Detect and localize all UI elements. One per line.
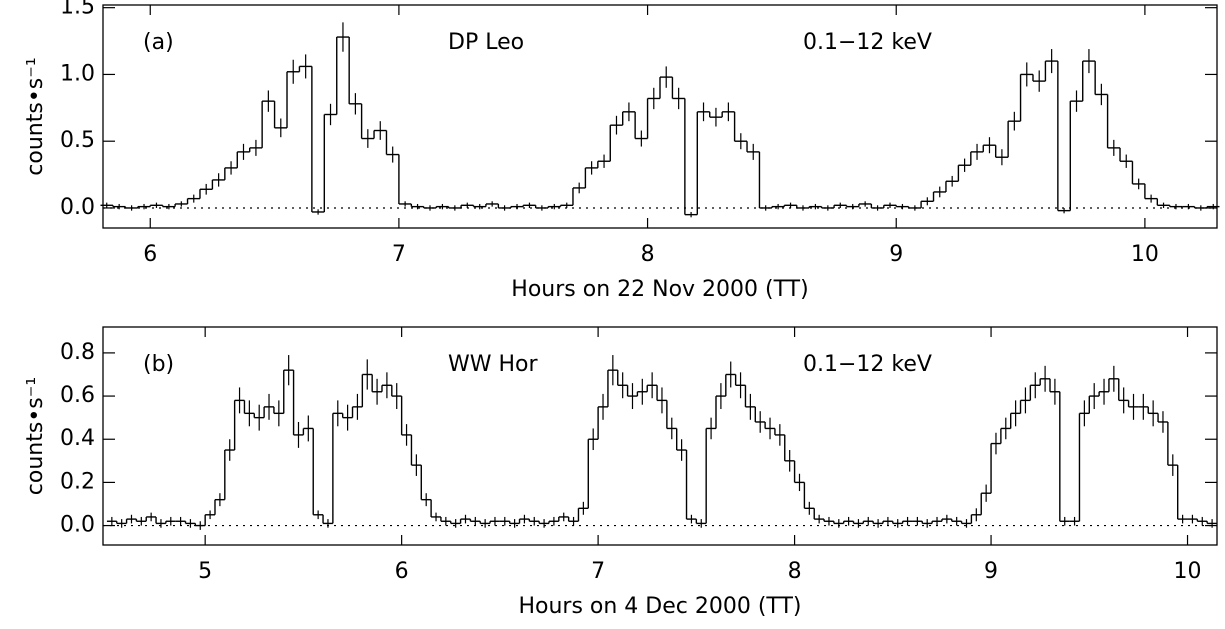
y-tick-label: 0.8 xyxy=(60,340,95,365)
plot-frame xyxy=(102,4,1218,229)
x-axis-label: Hours on 4 Dec 2000 (TT) xyxy=(518,594,801,619)
y-tick-label: 0.0 xyxy=(60,195,95,220)
y-tick-label: 0.0 xyxy=(60,513,95,538)
x-tick-label: 10 xyxy=(1174,559,1202,584)
x-tick-label: 9 xyxy=(889,242,903,267)
panel-label: (a) xyxy=(143,30,174,55)
y-axis-label: counts•s⁻¹ xyxy=(23,57,48,175)
panel-label: (b) xyxy=(143,352,174,377)
x-tick-label: 7 xyxy=(392,242,406,267)
y-axis-label: counts•s⁻¹ xyxy=(23,377,48,495)
y-tick-label: 0.6 xyxy=(60,383,95,408)
annotation: WW Hor xyxy=(448,352,539,377)
x-tick-label: 6 xyxy=(143,242,157,267)
annotation: DP Leo xyxy=(448,30,524,55)
y-tick-label: 0.4 xyxy=(60,426,95,451)
step-connectors xyxy=(116,370,1208,526)
plot-frame xyxy=(102,326,1218,546)
x-tick-label: 8 xyxy=(641,242,655,267)
x-tick-label: 5 xyxy=(198,559,212,584)
x-tick-label: 8 xyxy=(788,559,802,584)
annotation: 0.1−12 keV xyxy=(803,30,932,55)
step-connectors xyxy=(112,37,1208,215)
x-axis-label: Hours on 22 Nov 2000 (TT) xyxy=(511,277,808,302)
y-tick-label: 1.0 xyxy=(60,61,95,86)
y-tick-label: 1.5 xyxy=(60,0,95,20)
y-tick-label: 0.5 xyxy=(60,128,95,153)
x-tick-label: 6 xyxy=(395,559,409,584)
annotation: 0.1−12 keV xyxy=(803,352,932,377)
y-tick-label: 0.2 xyxy=(60,469,95,494)
x-tick-label: 7 xyxy=(591,559,605,584)
x-tick-label: 9 xyxy=(984,559,998,584)
x-tick-label: 10 xyxy=(1131,242,1159,267)
